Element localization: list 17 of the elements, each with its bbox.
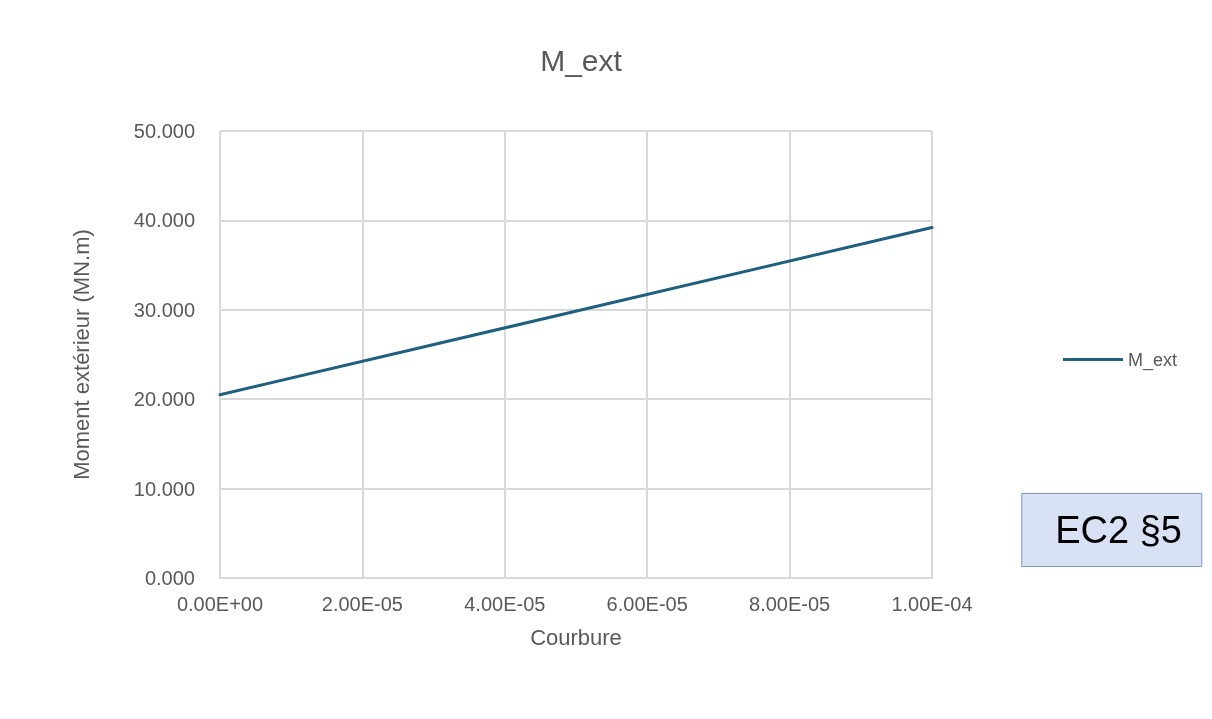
legend-label: M_ext xyxy=(1127,349,1178,371)
x-tick-label: 1.00E-04 xyxy=(891,593,973,615)
y-tick-label: 40.000 xyxy=(133,209,195,232)
y-tick-label: 50.000 xyxy=(133,120,195,142)
x-tick-label: 2.00E-05 xyxy=(321,593,403,615)
x-tick-label: 8.00E-05 xyxy=(749,593,831,615)
x-tick-label: 4.00E-05 xyxy=(464,593,546,615)
x-tick-label: 6.00E-05 xyxy=(606,593,688,615)
y-axis-title: Moment extérieur (MN.m) xyxy=(68,229,94,480)
x-axis-title: Courbure xyxy=(530,624,622,650)
y-tick-label: 0.000 xyxy=(144,567,195,589)
y-tick-label: 20.000 xyxy=(133,388,195,411)
text: EC2 §5 xyxy=(1055,509,1182,551)
x-tick-label: 0.00E+00 xyxy=(176,593,264,615)
chart-title: M_ext xyxy=(540,43,623,77)
y-tick-label: 10.000 xyxy=(133,477,195,500)
y-tick-label: 30.000 xyxy=(133,298,195,321)
